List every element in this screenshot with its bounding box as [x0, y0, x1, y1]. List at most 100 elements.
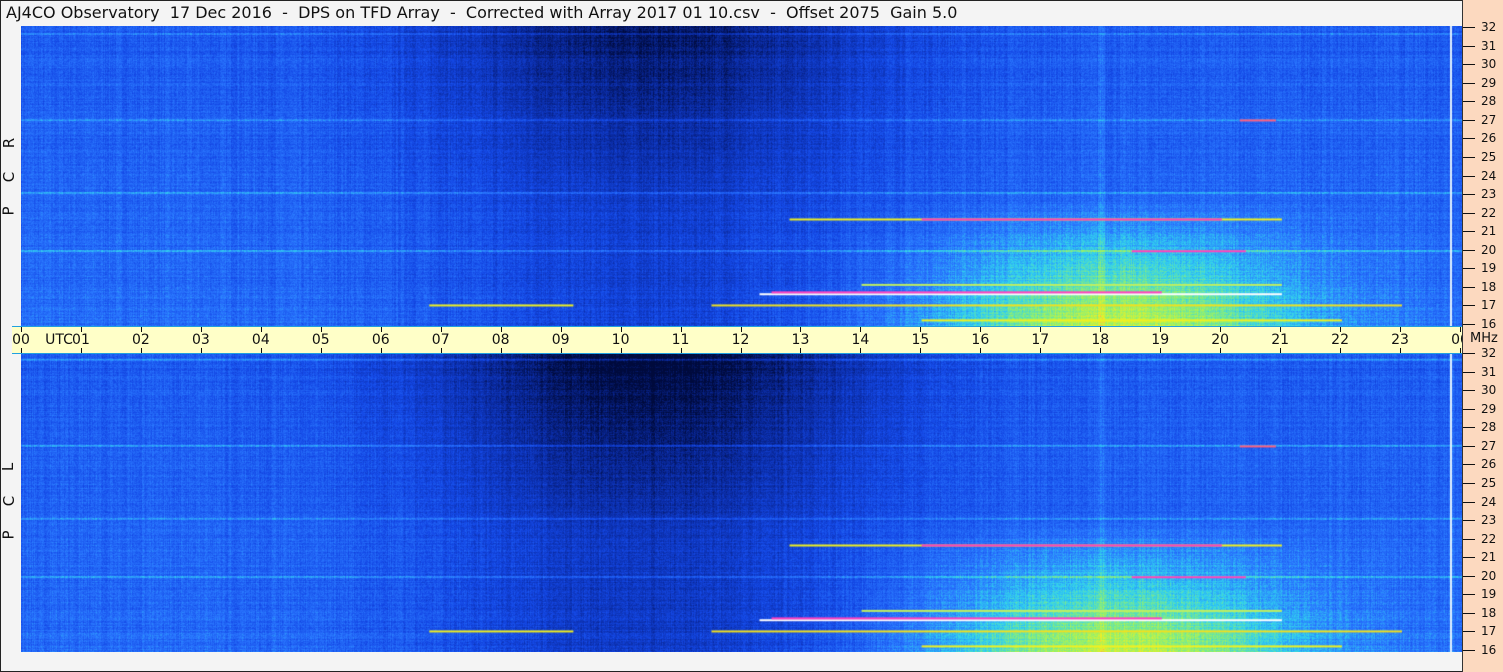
chart-title: AJ4CO Observatory 17 Dec 2016 - DPS on T… [6, 3, 958, 22]
polarization-letter: C [0, 495, 19, 507]
x-tick-mark [1220, 348, 1222, 353]
y-tick-mark [1463, 64, 1475, 66]
x-tick-mark [1160, 348, 1162, 353]
x-tick-mark [200, 327, 202, 332]
x-tick-label: 09 [551, 332, 570, 348]
y-tick-label: 24 [1481, 168, 1497, 183]
y-tick-mark [1463, 353, 1475, 354]
y-tick-mark [1463, 482, 1475, 484]
y-tick-mark [1463, 427, 1475, 429]
x-tick-mark [440, 327, 442, 332]
y-tick-mark [1463, 138, 1475, 140]
x-tick-mark [980, 327, 982, 332]
y-tick-mark [1463, 268, 1475, 270]
polarization-letter: P [0, 530, 18, 540]
x-tick-mark [860, 348, 862, 353]
y-tick-label: 25 [1481, 149, 1497, 164]
x-tick-mark [1100, 348, 1102, 353]
x-tick-mark [80, 327, 82, 332]
y-tick-mark [1463, 594, 1475, 596]
x-tick-label: 19 [1151, 332, 1170, 348]
y-tick-label: 28 [1481, 94, 1497, 109]
x-tick-mark [560, 348, 562, 353]
y-tick-label: 29 [1481, 75, 1497, 90]
x-tick-label: 04 [251, 332, 270, 348]
x-tick-mark [740, 327, 742, 332]
x-tick-label: 12 [731, 332, 750, 348]
x-tick-mark [1040, 348, 1042, 353]
x-tick-mark [620, 348, 622, 353]
y-tick-mark [1463, 305, 1475, 307]
x-tick-mark [800, 327, 802, 332]
x-tick-mark [680, 348, 682, 353]
x-tick-label: 07 [431, 332, 450, 348]
y-tick-label: 23 [1481, 513, 1497, 528]
x-tick-mark [1340, 348, 1342, 353]
x-tick-label: 23 [1391, 332, 1409, 348]
polarization-letter: L [0, 462, 18, 472]
x-tick-mark [500, 327, 502, 332]
y-tick-mark [1463, 408, 1475, 410]
y-tick-mark [1463, 612, 1475, 614]
y-tick-label: 26 [1481, 457, 1497, 472]
y-tick-mark [1463, 650, 1475, 651]
x-tick-mark [260, 327, 262, 332]
y-tick-mark [1463, 82, 1475, 84]
x-tick-label: 18 [1091, 332, 1110, 348]
x-tick-mark [860, 327, 862, 332]
x-tick-mark [620, 327, 622, 332]
y-tick-mark [1463, 286, 1475, 288]
x-tick-label: 11 [671, 332, 690, 348]
x-tick-mark [1280, 348, 1282, 353]
y-tick-label: 25 [1481, 475, 1497, 490]
x-tick-mark [1100, 327, 1102, 332]
x-tick-mark [1460, 327, 1461, 332]
polarization-letter: C [0, 171, 19, 183]
y-tick-mark [1463, 119, 1475, 121]
x-tick-mark [1400, 327, 1402, 332]
x-tick-mark [740, 348, 742, 353]
x-tick-mark [1340, 327, 1342, 332]
x-tick-label: 13 [791, 332, 810, 348]
x-tick-mark [1460, 348, 1461, 353]
y-tick-label: 21 [1481, 550, 1497, 565]
y-tick-label: 22 [1481, 205, 1497, 220]
y-tick-label: 32 [1481, 20, 1497, 34]
y-tick-mark [1463, 194, 1475, 196]
y-tick-mark [1463, 212, 1475, 214]
y-tick-label: 19 [1481, 261, 1497, 276]
x-tick-label: 06 [371, 332, 390, 348]
y-tick-mark [1463, 156, 1475, 158]
x-tick-mark [1220, 327, 1222, 332]
y-tick-label: 20 [1481, 568, 1497, 583]
y-tick-mark [1463, 464, 1475, 466]
time-axis: 00 UTC 01 02 03 04 05 06 07 08 09 10 11 12 13 14 15 16 17 1… [12, 326, 1469, 354]
x-tick-mark [1280, 327, 1282, 332]
y-tick-mark [1463, 231, 1475, 233]
x-tick-mark [1040, 327, 1042, 332]
x-tick-label: 05 [311, 332, 330, 348]
x-tick-mark [140, 348, 142, 353]
x-tick-label: 21 [1271, 332, 1290, 348]
y-tick-mark [1463, 520, 1475, 522]
y-tick-mark [1463, 501, 1475, 503]
y-tick-mark [1463, 575, 1475, 577]
y-tick-mark [1463, 101, 1475, 103]
x-tick-label: 15 [911, 332, 930, 348]
y-tick-label: 31 [1481, 38, 1497, 53]
y-tick-label: 17 [1481, 298, 1497, 313]
x-tick-label: 20 [1211, 332, 1230, 348]
x-tick-mark [21, 348, 22, 353]
y-tick-label: 30 [1481, 57, 1497, 72]
spectrogram-lcp [21, 352, 1462, 652]
x-tick-mark [680, 327, 682, 332]
y-tick-label: 27 [1481, 438, 1497, 453]
y-tick-label: 26 [1481, 131, 1497, 146]
y-tick-mark [1463, 175, 1475, 177]
x-tick-mark [140, 327, 142, 332]
x-tick-mark [380, 327, 382, 332]
x-tick-mark [440, 348, 442, 353]
x-tick-mark [21, 327, 22, 332]
spectrogram-rcp [21, 26, 1462, 326]
x-tick-label: 22 [1331, 332, 1349, 348]
